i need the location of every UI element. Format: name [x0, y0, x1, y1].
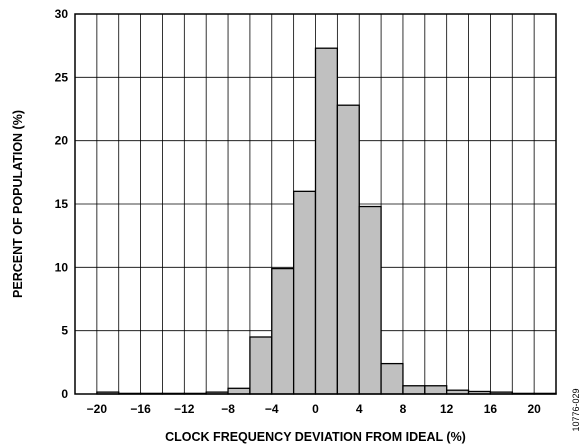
y-tick-label: 20	[55, 134, 69, 148]
x-tick-label: 12	[440, 402, 454, 416]
histogram-bar	[314, 47, 339, 395]
y-tick-label: 25	[55, 70, 69, 84]
x-tick-label: −16	[130, 402, 151, 416]
histogram-bar	[271, 267, 295, 395]
x-tick-label: −4	[265, 402, 279, 416]
y-tick-label: 0	[61, 387, 68, 401]
histogram-bar	[380, 362, 404, 395]
histogram-bars	[96, 47, 557, 395]
x-axis-title: CLOCK FREQUENCY DEVIATION FROM IDEAL (%)	[165, 430, 466, 444]
histogram-bar	[336, 104, 360, 395]
x-tick-label: −8	[221, 402, 235, 416]
histogram-bar	[402, 385, 426, 395]
histogram-bar	[424, 385, 448, 395]
plot-frame	[74, 13, 557, 395]
figure-code-label: 10776-029	[571, 388, 581, 431]
x-tick-label: 0	[312, 402, 319, 416]
y-tick-label: 30	[55, 7, 69, 21]
x-tick-label: 8	[400, 402, 407, 416]
x-tick-label: 16	[484, 402, 498, 416]
x-tick-label: −12	[174, 402, 195, 416]
x-tick-labels: −20 −16 −12 −8 −4 0 4 8 12 16 20	[87, 402, 541, 416]
histogram-bar	[292, 190, 317, 395]
x-tick-label: 4	[356, 402, 363, 416]
histogram-bar	[227, 387, 251, 395]
y-tick-labels: 0 5 10 15 20 25 30	[55, 7, 69, 401]
x-tick-label: −20	[87, 402, 108, 416]
y-axis-title: PERCENT OF POPULATION (%)	[11, 110, 25, 298]
histogram-bar	[249, 336, 273, 395]
x-tick-label: 20	[527, 402, 541, 416]
histogram-bar	[358, 205, 382, 395]
y-tick-label: 15	[55, 197, 69, 211]
y-tick-label: 5	[61, 324, 68, 338]
y-tick-label: 10	[55, 260, 69, 274]
